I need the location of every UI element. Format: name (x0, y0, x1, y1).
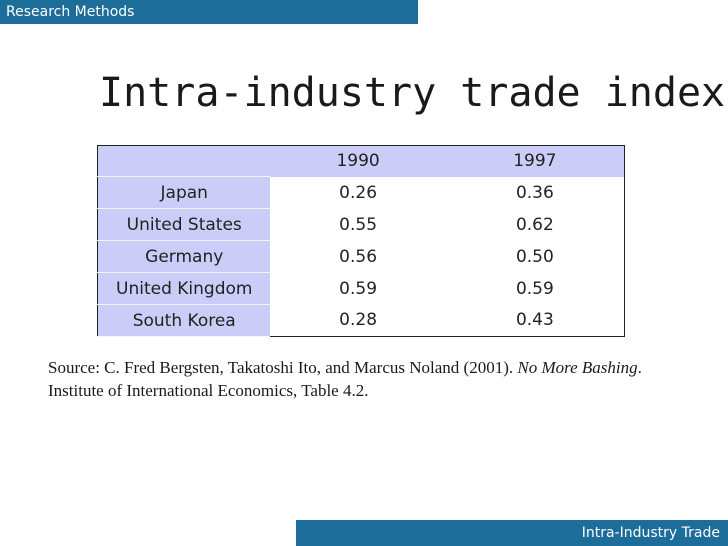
slide-title: Intra-industry trade index (99, 70, 726, 116)
footer-label: Intra-Industry Trade (581, 525, 720, 541)
row-country: Germany (97, 240, 271, 273)
row-value-1997: 0.43 (515, 310, 554, 331)
source-book-title: No More Bashing (517, 358, 638, 377)
source-citation: Source: C. Fred Bergsten, Takatoshi Ito,… (48, 356, 668, 402)
table-row: United States 0.55 0.62 (97, 208, 625, 241)
row-value-1990: 0.56 (339, 246, 378, 267)
table-row: Japan 0.26 0.36 (97, 176, 625, 209)
row-value-1997: 0.62 (515, 214, 554, 235)
source-prefix: Source: C. Fred Bergsten, Takatoshi Ito,… (48, 358, 518, 377)
table-row: Germany 0.56 0.50 (97, 240, 625, 273)
table-row: United Kingdom 0.59 0.59 (97, 272, 625, 305)
table-header-row: 1990 1997 (97, 145, 625, 177)
table-header-1997: 1997 (513, 151, 557, 172)
row-country: United States (97, 208, 271, 241)
row-value-1990: 0.26 (339, 182, 378, 203)
source-suffix: . Institute of International Economics, … (48, 358, 642, 400)
trade-index-table: 1990 1997 Japan 0.26 0.36 United States … (97, 145, 625, 337)
row-value-1990: 0.28 (339, 310, 378, 331)
row-value-1990: 0.59 (339, 278, 378, 299)
table-header-corner (97, 145, 271, 177)
header-label: Research Methods (6, 4, 135, 20)
row-value-1997: 0.59 (515, 278, 554, 299)
row-value-1997: 0.50 (515, 246, 554, 267)
table-row: South Korea 0.28 0.43 (97, 304, 625, 337)
row-country: Japan (97, 176, 271, 209)
footer-bar: Intra-Industry Trade (296, 520, 728, 546)
row-value-1997: 0.36 (515, 182, 554, 203)
row-country: South Korea (97, 304, 271, 337)
header-bar: Research Methods (0, 0, 418, 24)
row-value-1990: 0.55 (339, 214, 378, 235)
row-country: United Kingdom (97, 272, 271, 305)
table-header-1990: 1990 (336, 151, 380, 172)
